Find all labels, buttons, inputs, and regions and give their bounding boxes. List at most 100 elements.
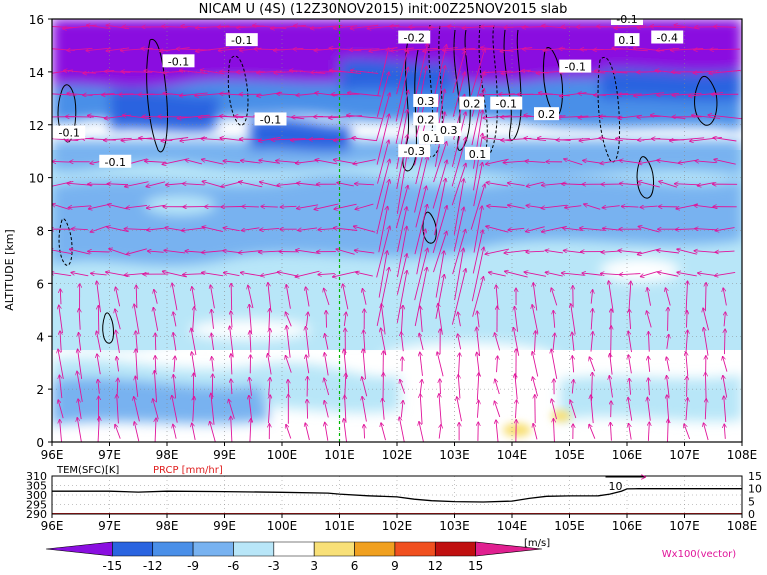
wind-vector [439,424,441,439]
wind-vector [564,159,583,166]
wind-vector [381,304,386,335]
wind-vector [185,251,203,252]
wind-vector [396,155,407,214]
wind-vector [545,250,563,254]
wind-vector [570,400,577,419]
wind-vector [561,273,585,276]
wind-vector [495,379,500,395]
wind-vector [628,355,632,374]
contour-label: 0.1 [423,132,441,145]
wind-vector [147,228,165,230]
wind-vector [88,204,109,208]
wind-vector [71,272,89,277]
wind-vector [354,250,375,254]
wind-vector [146,181,166,187]
wind-vector [708,115,742,120]
x-tick-label: 96E [41,448,64,462]
wind-vector [432,206,447,253]
wind-vector [78,332,80,351]
wind-vector [115,424,121,439]
wind-vector [268,395,270,424]
sub-x-tick-label: 105E [554,519,585,533]
wind-vector [396,50,408,95]
wind-vector [268,354,272,375]
wind-vector [458,375,460,399]
contour-label: 0.1 [618,34,636,47]
wind-vector [242,206,259,207]
contour-label-bg [614,33,640,47]
sub-x-tick-label: 96E [41,519,64,533]
wind-vector [354,184,375,185]
wind-vector [376,159,390,210]
wind-vector [117,357,119,372]
wind-vector [195,92,231,96]
wind-vector [473,162,483,207]
wind-vector [710,49,740,50]
wind-vector [591,309,592,330]
wind-vector [533,283,538,311]
wind-vector [212,357,214,372]
sub-x-tick-label: 106E [612,519,643,533]
wind-vector [343,284,349,310]
wind-vector [367,24,400,28]
wind-vector [334,203,357,209]
wind-vector [665,288,671,306]
wind-vector [666,357,670,372]
wind-vector [437,352,444,377]
wind-vector [345,373,346,400]
contour-label: -0.1 [565,61,586,74]
tem-tick-label: 310 [26,470,47,483]
x-tick-label: 107E [669,448,700,462]
x-tick-label: 99E [213,448,236,462]
wind-vector [60,289,61,305]
sub-x-tick-label: 99E [213,519,236,533]
wind-vector [678,159,696,163]
wind-vector [248,285,254,309]
wind-vector [672,93,702,95]
wind-vector [494,401,501,418]
wind-vector [591,372,592,401]
tem-tick-label: 300 [26,489,47,502]
wind-vector [58,349,64,379]
wind-vector [397,226,406,278]
wind-vector [561,184,585,185]
wind-vector [458,312,461,327]
wind-vector [572,356,573,373]
wind-vector [698,273,715,276]
wind-vectors [52,24,742,442]
wind-vector [346,115,383,119]
wind-vector [612,48,648,52]
wind-vector [433,231,446,273]
contour-label-bg [534,107,559,121]
wind-vector [330,70,362,74]
wind-vector [117,378,118,395]
wind-vector [628,397,633,421]
wind-vector [376,179,390,235]
wind-vector [420,352,423,376]
wind-vector [497,356,498,373]
wind-vector [138,94,173,95]
wind-vector [228,399,235,419]
wind-vector [553,418,554,442]
wind-vector [483,115,512,118]
wind-vector [376,72,389,118]
wind-vector [268,282,272,311]
wind-vector [223,251,241,253]
wind-vector [589,357,595,372]
wind-vector [269,377,270,396]
wind-vector [154,371,158,403]
wind-vector [344,419,347,442]
wind-vector [686,352,688,377]
wind-vector [551,399,557,420]
wind-vector [655,70,681,74]
wind-vector [269,328,270,355]
wind-vector [382,398,384,420]
wind-vector [154,289,158,304]
wind-vector [324,400,329,418]
wind-vector [694,251,718,253]
contour-label: -0.1 [59,127,80,140]
wind-vector [362,377,368,397]
wind-vector [177,114,210,118]
wind-vector [628,331,632,353]
surface-panel: TEM(SFC)[K] PRCP [mm/hr] 310305300295290… [26,465,762,533]
